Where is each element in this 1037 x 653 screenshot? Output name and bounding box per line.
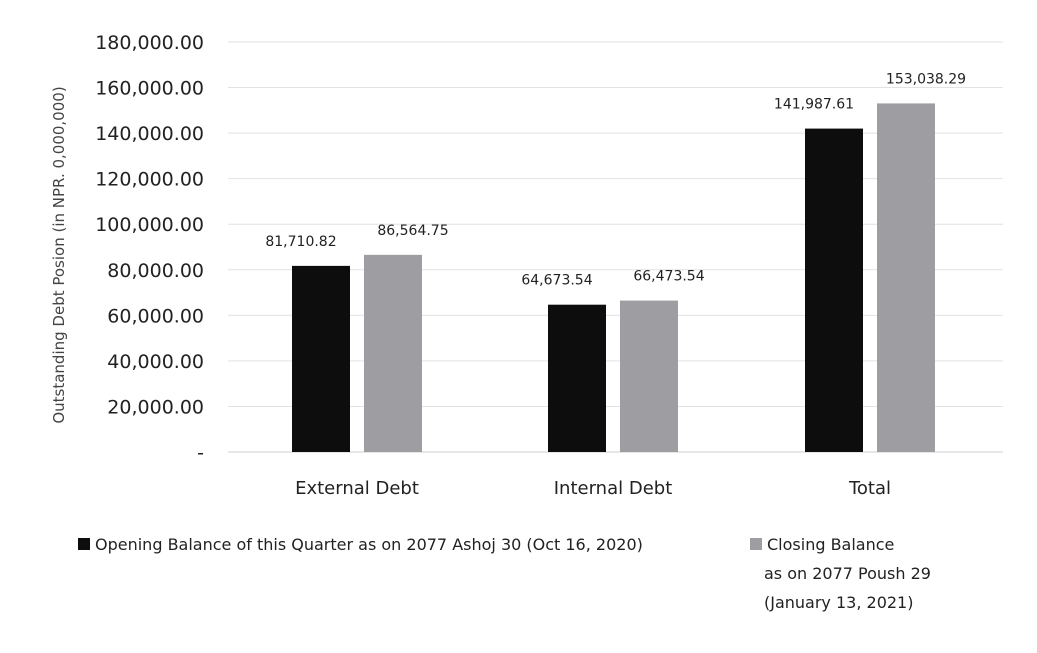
data-label: 141,987.61 [774,97,854,113]
legend-label-closing-line: as on 2077 Poush 29 [764,564,931,583]
y-tick-label: 180,000.00 [95,32,204,54]
y-tick-label: 20,000.00 [107,396,204,418]
bar-closing-internal-debt [620,300,678,452]
bar-opening-external-debt [292,265,350,452]
gridlines [228,41,1003,453]
legend: Opening Balance of this Quarter as on 20… [78,535,931,612]
data-label: 81,710.82 [265,234,336,250]
y-tick-label: 80,000.00 [107,260,204,282]
y-tick-label: 120,000.00 [95,169,204,191]
legend-label-closing-line: (January 13, 2021) [764,593,913,612]
x-axis-categories: External Debt Internal Debt Total [295,478,891,499]
bar-opening-internal-debt [548,304,606,452]
bars [292,103,935,452]
bar-closing-external-debt [364,254,422,452]
data-label: 153,038.29 [886,71,966,87]
y-tick-label: 160,000.00 [95,78,204,100]
data-label: 64,673.54 [521,273,592,289]
bar-opening-total [805,128,863,452]
y-axis-title: Outstanding Debt Posion (in NPR. 0,000,0… [50,86,68,423]
y-axis-ticks: - 20,000.00 40,000.00 60,000.00 80,000.00 100… [95,32,204,464]
data-label: 86,564.75 [377,223,448,239]
x-category-label: Internal Debt [554,478,673,499]
bar-closing-total [877,103,935,452]
y-tick-label: 40,000.00 [107,351,204,373]
y-tick-label: 100,000.00 [95,214,204,236]
x-category-label: Total [848,478,891,499]
x-category-label: External Debt [295,478,419,499]
y-tick-label: 140,000.00 [95,123,204,145]
data-labels: 81,710.82 86,564.75 64,673.54 66,473.54 141,… [265,71,966,288]
y-tick-label: 60,000.00 [107,305,204,327]
y-tick-label: - [197,442,204,464]
data-label: 66,473.54 [633,269,704,285]
legend-swatch-closing [750,538,762,550]
legend-label-closing-line: Closing Balance [767,535,894,554]
legend-swatch-opening [78,538,90,550]
legend-label-opening: Opening Balance of this Quarter as on 20… [95,535,643,554]
